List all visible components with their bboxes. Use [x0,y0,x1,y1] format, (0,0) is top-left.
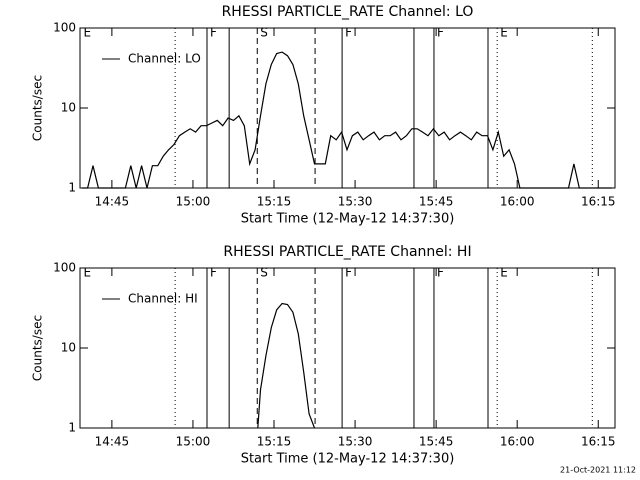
x-tick-label: 15:45 [419,435,454,449]
x-tick-label: 16:15 [581,195,616,209]
y-axis-title: Counts/sec [31,315,45,381]
x-tick-label: 15:15 [257,195,292,209]
event-flag: F [210,266,217,280]
x-tick-label: 15:15 [257,435,292,449]
y-tick-label: 1 [68,181,76,195]
event-flag: S [260,266,268,280]
x-tick-label: 15:30 [338,435,373,449]
x-tick-label: 14:45 [95,195,130,209]
event-flag: F [210,26,217,40]
data-line [82,51,612,189]
event-flag: E [84,26,92,40]
y-tick-label: 1 [68,421,76,435]
y-tick-label: 10 [61,341,76,355]
x-axis-title: Start Time (12-May-12 14:37:30) [241,212,455,227]
x-axis-title: Start Time (12-May-12 14:37:30) [241,452,455,467]
event-flag: E [500,26,508,40]
event-flag: E [84,266,92,280]
x-tick-label: 15:45 [419,195,454,209]
legend-label: Channel: LO [128,52,201,66]
event-flag: S [260,26,268,40]
x-tick-label: 15:00 [176,435,211,449]
event-flag: F [437,26,444,40]
event-flag: F [345,266,352,280]
x-tick-label: 16:00 [500,195,535,209]
y-axis-title: Counts/sec [31,75,45,141]
x-tick-label: 14:45 [95,435,130,449]
y-tick-label: 10 [61,101,76,115]
legend-label: Channel: HI [128,292,198,306]
x-tick-label: 15:30 [338,195,373,209]
event-flag: F [437,266,444,280]
data-line [257,302,316,429]
x-tick-label: 16:00 [500,435,535,449]
x-tick-label: 15:00 [176,195,211,209]
y-tick-label: 100 [53,261,76,275]
x-tick-label: 16:15 [581,435,616,449]
y-tick-label: 100 [53,21,76,35]
event-flag: E [500,266,508,280]
chart-title: RHESSI PARTICLE_RATE Channel: HI [223,244,471,260]
chart-title: RHESSI PARTICLE_RATE Channel: LO [222,4,474,20]
timestamp: 21-Oct-2021 11:12 [560,466,636,475]
event-flag: F [345,26,352,40]
